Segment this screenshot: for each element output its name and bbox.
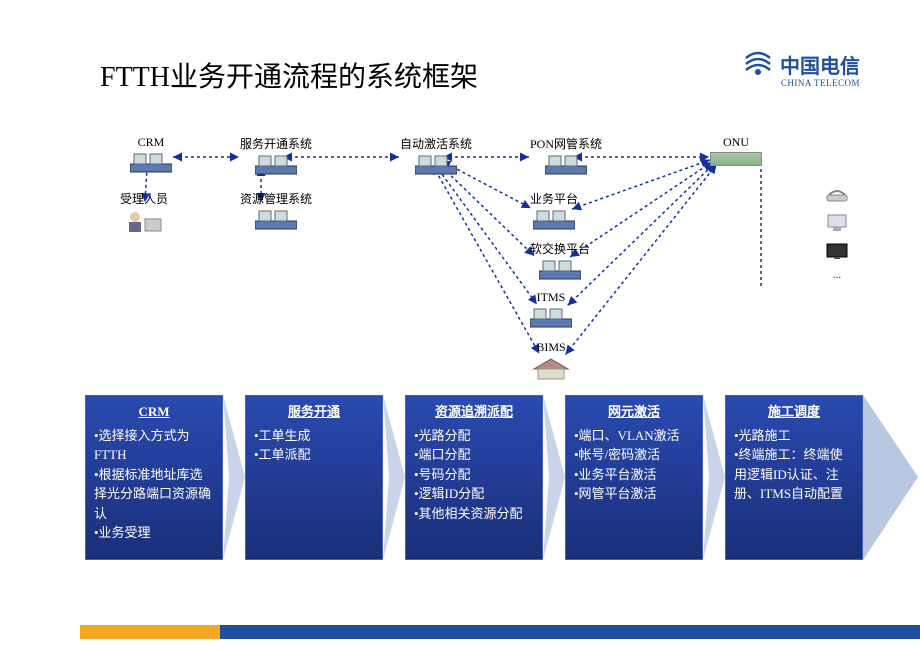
flow-separator (383, 395, 405, 560)
logo-cn-text: 中国电信 (780, 50, 860, 79)
flow-separator (543, 395, 565, 560)
node-staff: 受理人员 (120, 190, 168, 239)
node-label: 资源管理系统 (240, 190, 312, 207)
node-pon: PON网管系统 (530, 135, 602, 180)
flow-box-item: •光路分配 (414, 426, 534, 446)
tv-icon (824, 241, 850, 261)
flow-box-item: •工单派配 (254, 445, 374, 465)
pc-icon (824, 213, 850, 233)
node-label: 受理人员 (120, 190, 168, 207)
flow-box-title: 网元激活 (574, 402, 694, 422)
flow-box-title: CRM (94, 402, 214, 422)
flow-box-item: •业务平台激活 (574, 465, 694, 485)
node-label: ITMS (530, 290, 572, 305)
footer-bar (0, 625, 920, 639)
flow-box-item: •选择接入方式为FTTH (94, 426, 214, 465)
node-onu: ONU (710, 135, 762, 170)
node-label: 业务平台 (530, 190, 578, 207)
phone-icon (824, 185, 850, 205)
flow-box-item: •终端施工：终端使用逻辑ID认证、注册、ITMS自动配置 (734, 445, 854, 504)
flow-box: 施工调度 •光路施工•终端施工：终端使用逻辑ID认证、注册、ITMS自动配置 (725, 395, 863, 560)
flow-box-item: •其他相关资源分配 (414, 504, 534, 524)
flow-box-item: •帐号/密码激活 (574, 445, 694, 465)
flow-box: 服务开通 •工单生成•工单派配 (245, 395, 383, 560)
telecom-logo-icon (742, 48, 774, 80)
flow-box-title: 服务开通 (254, 402, 374, 422)
node-label: PON网管系统 (530, 135, 602, 152)
flow-box: 资源追溯派配 •光路分配•端口分配•号码分配•逻辑ID分配•其他相关资源分配 (405, 395, 543, 560)
node-label: 软交换平台 (530, 240, 590, 257)
page-title: FTTH业务开通流程的系统框架 (100, 55, 478, 95)
node-svc: 服务开通系统 (240, 135, 312, 180)
node-label: BIMS (530, 340, 572, 355)
flow-box-item: •端口分配 (414, 445, 534, 465)
node-label: ONU (710, 135, 762, 150)
node-crm: CRM (130, 135, 172, 178)
onu-devices: ... (824, 185, 850, 281)
node-auto: 自动激活系统 (400, 135, 472, 180)
node-biz: 业务平台 (530, 190, 578, 235)
logo: 中国电信 CHINA TELECOM (742, 48, 860, 88)
flow-box-item: •业务受理 (94, 523, 214, 543)
flow-box-item: •光路施工 (734, 426, 854, 446)
node-itms: ITMS (530, 290, 572, 333)
node-label: 自动激活系统 (400, 135, 472, 152)
flow-process-row: CRM •选择接入方式为FTTH•根据标准地址库选择光分路端口资源确认•业务受理 服… (85, 395, 875, 565)
flow-box-item: •端口、VLAN激活 (574, 426, 694, 446)
node-bims: BIMS (530, 340, 572, 385)
network-diagram: CRM 受理人员 服务开通系统资源管理系统 自动激活系统 PON网管系统业务平台软交换平… (90, 135, 830, 385)
flow-separator (703, 395, 725, 560)
flow-box-item: •工单生成 (254, 426, 374, 446)
flow-box-item: •逻辑ID分配 (414, 484, 534, 504)
devices-more: ... (833, 269, 841, 281)
flow-separator (223, 395, 245, 560)
flow-end-arrow (863, 395, 918, 560)
flow-box-item: •号码分配 (414, 465, 534, 485)
flow-box-title: 资源追溯派配 (414, 402, 534, 422)
node-soft: 软交换平台 (530, 240, 590, 285)
node-label: 服务开通系统 (240, 135, 312, 152)
node-label: CRM (130, 135, 172, 150)
flow-box-item: •网管平台激活 (574, 484, 694, 504)
node-res: 资源管理系统 (240, 190, 312, 235)
flow-box: 网元激活 •端口、VLAN激活•帐号/密码激活•业务平台激活•网管平台激活 (565, 395, 703, 560)
flow-box-title: 施工调度 (734, 402, 854, 422)
flow-box: CRM •选择接入方式为FTTH•根据标准地址库选择光分路端口资源确认•业务受理 (85, 395, 223, 560)
flow-box-item: •根据标准地址库选择光分路端口资源确认 (94, 465, 214, 524)
